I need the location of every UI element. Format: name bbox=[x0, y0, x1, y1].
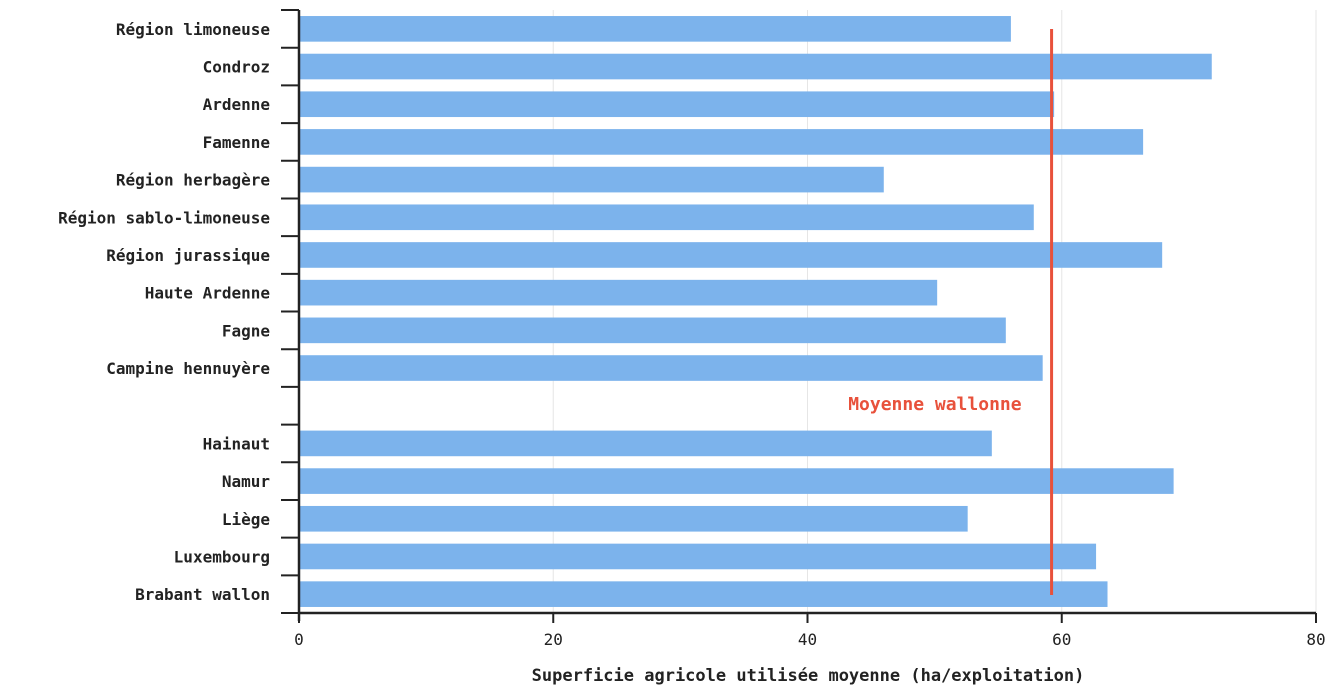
x-tick-label: 40 bbox=[798, 630, 817, 649]
x-axis-title: Superficie agricole utilisée moyenne (ha… bbox=[532, 666, 1085, 686]
bar bbox=[299, 242, 1163, 268]
category-label: Famenne bbox=[203, 133, 270, 152]
bar bbox=[299, 91, 1055, 118]
category-label: Namur bbox=[222, 472, 270, 491]
bar bbox=[299, 355, 1043, 381]
x-tick-label: 60 bbox=[1052, 630, 1071, 649]
bar bbox=[299, 430, 992, 457]
bar bbox=[299, 166, 884, 193]
bar bbox=[299, 317, 1006, 344]
category-label: Région herbagère bbox=[116, 171, 270, 190]
bar bbox=[299, 543, 1097, 570]
category-label: Fagne bbox=[222, 321, 270, 340]
bar bbox=[299, 505, 968, 532]
category-label: Luxembourg bbox=[174, 547, 270, 566]
category-label: Liège bbox=[222, 510, 270, 529]
category-label: Hainaut bbox=[203, 434, 270, 453]
bar bbox=[299, 581, 1108, 607]
bar bbox=[299, 53, 1212, 80]
category-label: Campine hennuyère bbox=[106, 359, 270, 378]
x-tick-label: 80 bbox=[1306, 630, 1325, 649]
axes: 0 20 40 60 80 bbox=[281, 9, 1325, 649]
category-label: Ardenne bbox=[203, 95, 270, 114]
category-labels: Région limoneuse Condroz Ardenne Famenne Rég… bbox=[58, 20, 270, 604]
bar bbox=[299, 204, 1034, 231]
category-label: Région sablo-limoneuse bbox=[58, 208, 270, 227]
bars bbox=[299, 16, 1212, 607]
bar bbox=[299, 16, 1011, 42]
reference-line-group: Moyenne wallonne bbox=[848, 29, 1054, 595]
category-label: Brabant wallon bbox=[135, 585, 270, 604]
category-label: Région jurassique bbox=[106, 246, 270, 265]
category-label: Région limoneuse bbox=[116, 20, 270, 39]
bar bbox=[299, 468, 1174, 494]
reference-line-label: Moyenne wallonne bbox=[848, 394, 1022, 415]
x-tick-label: 0 bbox=[294, 630, 304, 649]
category-label: Condroz bbox=[203, 58, 270, 77]
category-label: Haute Ardenne bbox=[145, 284, 270, 303]
bar bbox=[299, 129, 1144, 155]
bar bbox=[299, 279, 938, 306]
x-tick-label: 20 bbox=[544, 630, 563, 649]
